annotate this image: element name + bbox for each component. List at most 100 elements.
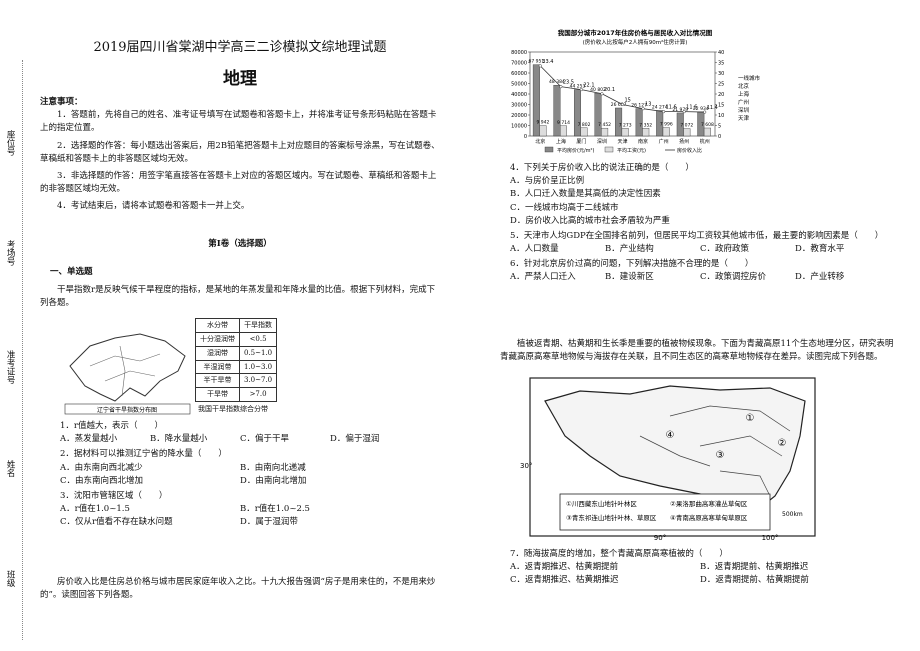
ratio-label: 11.6 <box>666 105 677 111</box>
value-label: 44 253 <box>570 84 586 90</box>
ratio-label: 13 <box>645 102 651 108</box>
question: 2．据材料可以推测辽宁省的降水量（ ） A．由东南向西北减少 B．由南向北递减 C．由… <box>60 448 420 488</box>
value-label: 26 127 <box>631 103 647 109</box>
bar <box>539 125 547 137</box>
bar <box>635 108 643 137</box>
option-row: A．返青期推迟、枯黄期提前 B．返青期提前、枯黄期推迟 <box>510 561 890 574</box>
zone-boundaries <box>639 405 791 497</box>
bar <box>662 127 670 137</box>
value-label: 9 942 <box>537 120 550 126</box>
notice-item: 2．选择题的作答：每小题选出答案后，用2B铅笔把答题卡上对应题目的答案标号涂黑，… <box>40 140 440 164</box>
option: A．r值在1.0~1.5 <box>60 504 130 515</box>
ratio-point <box>662 110 666 114</box>
liaoning-map: 辽宁省干旱指数分布图 <box>64 333 191 415</box>
ratio-label: 11.4 <box>707 105 718 111</box>
value-label: 7 608 <box>701 122 714 128</box>
notice-item: 4．考试结束后，请将本试题卷和答题卡一并上交。 <box>57 201 250 212</box>
ratio-point <box>579 88 583 92</box>
legend-item: ②果洛那曲高寒灌丛草甸区 <box>670 499 748 508</box>
question-stem: 5．天津市人均GDP在全国排名前列，但居民平均工资较其他城市低，最主要的影响因素… <box>510 230 884 241</box>
map-label-box <box>64 403 191 415</box>
zone-label: ④ <box>666 430 675 441</box>
y2-tick-label: 0 <box>718 134 721 140</box>
option-row: C．仅从r值看不存在缺水问题 D．属于湿润带 <box>60 516 420 529</box>
option: B．产业结构 <box>605 244 654 255</box>
value-label: 7 072 <box>680 123 693 129</box>
question: 3．沈阳市管辖区域（ ） A．r值在1.0~1.5 B．r值在1.0~2.5 C．仅从… <box>60 490 420 530</box>
option: D．教育水平 <box>795 244 845 255</box>
option: C．返青期推迟、枯黄期推迟 <box>510 575 619 586</box>
value-label: 7 452 <box>598 122 611 128</box>
table-cell: <0.5 <box>238 331 278 347</box>
y-tick-label: 80000 <box>511 50 527 56</box>
y-tick-label: 60000 <box>511 71 527 77</box>
exam-title: 2019届四川省棠湖中学高三二诊模拟文综地理试题 <box>93 40 387 55</box>
option-row: A．严禁人口迁入 B．建设新区 C．政策调控房价 D．产业转移 <box>510 271 890 284</box>
option-row: A．人口数量 B．产业结构 C．政府政策 D．教育水平 <box>510 243 890 256</box>
legend-label: 平均工资(元) <box>617 147 646 154</box>
table-row: 湿润带 0.5~1.0 <box>195 345 278 361</box>
question: 6．针对北京房价过高的问题，下列解决措施不合理的是（ ） A．严禁人口迁入 B．建设… <box>510 258 890 284</box>
option: D．由南向北增加 <box>240 475 307 486</box>
house-price-chart: 我国部分城市2017年住房价格与居民收入对比情况图(房价收入比按每户2人拥有90… <box>511 28 761 154</box>
value-label: 67 951 <box>528 59 544 65</box>
side-note: 天津 <box>738 115 750 122</box>
ratio-point <box>559 85 563 89</box>
ratio-label: 15 <box>625 98 631 104</box>
table-cell: >7.0 <box>238 387 278 403</box>
question: 1．r值越大，表示（ ） A．蒸发量越小 B．降水量越小 C．偏于干旱 D．偏于湿润 <box>60 420 420 446</box>
legend-item: ③青东祁连山地针叶林、草原区 <box>566 513 657 522</box>
option: C．一线城市均高于二线城市 <box>510 202 619 213</box>
option: D．返青期提前、枯黄期提前 <box>700 575 809 586</box>
bar <box>615 107 623 137</box>
x-tick-label: 扬州 <box>679 138 689 145</box>
questions: 4．下列关于房价收入比的说法正确的是（ ） A．与房价呈正比例 B．人口迁入数量是其… <box>510 160 890 287</box>
table-cell: 半干旱带 <box>195 373 240 389</box>
y-tick-label: 30000 <box>511 103 527 109</box>
side-note: 一线城市 <box>738 74 761 82</box>
bar <box>553 84 561 137</box>
lon-label: 90° <box>654 534 666 541</box>
question: 4．下列关于房价收入比的说法正确的是（ ） A．与房价呈正比例 B．人口迁入数量是其… <box>510 162 890 228</box>
ratio-label: 23.5 <box>563 80 574 86</box>
side-note: 上海 <box>738 90 750 98</box>
y2-tick-label: 15 <box>718 103 724 109</box>
map-label: 辽宁省干旱指数分布图 <box>97 406 157 414</box>
question-stem: 2．据材料可以推测辽宁省的降水量（ ） <box>60 449 227 460</box>
option-row: C．由东南向西北增加 D．由南向北增加 <box>60 475 420 488</box>
x-tick-label: 厦门 <box>576 138 586 145</box>
option: C．政策调控房价 <box>700 272 767 283</box>
ratio-point <box>620 102 625 107</box>
value-label: 21 979 <box>672 107 688 113</box>
map-outline <box>69 333 186 402</box>
table-cell: 干旱带 <box>195 387 240 403</box>
bar <box>601 127 609 137</box>
bar <box>621 128 629 137</box>
table-cell: 半湿润带 <box>195 359 240 375</box>
table-row: 十分湿润带 <0.5 <box>195 331 278 347</box>
value-label: 22 934 <box>693 106 709 112</box>
option: B．建设新区 <box>605 272 654 283</box>
table: 水分带 干旱指数 十分湿润带 <0.5 湿润带 0.5~1.0 半湿润带 1.0~3.0 半干旱… <box>195 318 278 403</box>
subject: 地理 <box>223 69 257 89</box>
intro: 房价收入比是住房总价格与城市居民家庭年收入之比。十九大报告强调“房子是用来住的，… <box>40 576 440 606</box>
option: C．由东南向西北增加 <box>60 475 144 486</box>
bar <box>642 128 650 137</box>
question-stem: 7．随海拔高度的增加，整个青藏高原高寒植被的（ ） <box>510 549 728 559</box>
section-title: 第Ⅰ卷（选择题） <box>208 239 272 249</box>
table-header-cell: 干旱指数 <box>238 318 278 333</box>
binding-label: 姓名 <box>5 460 16 477</box>
y2-tick-label: 35 <box>718 61 724 67</box>
question-stem: 4．下列关于房价收入比的说法正确的是（ ） <box>510 163 694 173</box>
binding-label: 准考证号 <box>5 350 16 384</box>
side-note: 广州 <box>738 98 749 106</box>
option: D．房价收入比高的城市社会矛盾较为严重 <box>510 215 670 226</box>
intro: 植被返青期、枯黄期和生长季是重要的植被物候现象。下面为青藏高原11个生态地理分区… <box>500 338 900 368</box>
option: B．r值在1.0~2.5 <box>240 504 310 515</box>
legend-label: 房价收入比 <box>677 147 702 154</box>
table-caption: 我国干旱指数综合分带 <box>198 405 268 413</box>
option: D．产业转移 <box>795 272 845 283</box>
option: B．由南向北递减 <box>240 462 306 473</box>
tibet-map: ① ② ③ ④ 30° 90° 100° 500km ①川西藏东山地针叶林区 ②果洛那曲高寒灌丛草… <box>520 377 816 541</box>
question-stem: 1．r值越大，表示（ ） <box>60 421 163 431</box>
